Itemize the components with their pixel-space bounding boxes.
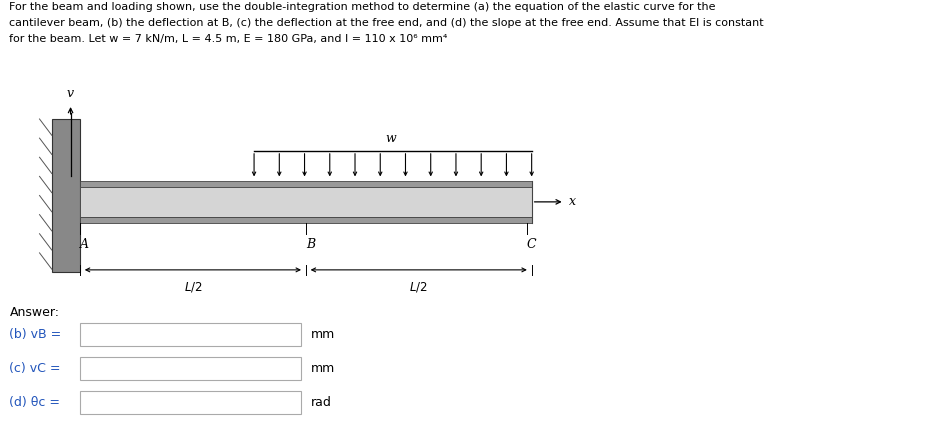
Bar — [80, 391, 301, 414]
Text: A: A — [80, 238, 89, 251]
Text: For the beam and loading shown, use the double-integration method to determine (: For the beam and loading shown, use the … — [9, 2, 716, 12]
Bar — [80, 357, 301, 380]
Text: (d) θc =: (d) θc = — [9, 396, 60, 409]
Bar — [80, 217, 532, 223]
Text: $L/2$: $L/2$ — [409, 280, 428, 295]
Text: Answer:: Answer: — [9, 306, 59, 319]
Bar — [80, 323, 301, 346]
Text: $L/2$: $L/2$ — [183, 280, 202, 295]
Bar — [52, 119, 80, 272]
Bar — [80, 181, 532, 187]
Text: cantilever beam, (b) the deflection at B, (c) the deflection at the free end, an: cantilever beam, (b) the deflection at B… — [9, 18, 764, 28]
Text: rad: rad — [311, 396, 331, 409]
Text: v: v — [67, 87, 74, 100]
Text: mm: mm — [311, 328, 335, 341]
Text: for the beam. Let w = 7 kN/m, L = 4.5 m, E = 180 GPa, and I = 110 x 10⁶ mm⁴: for the beam. Let w = 7 kN/m, L = 4.5 m,… — [9, 34, 448, 45]
Bar — [80, 187, 532, 217]
Text: (b) vB =: (b) vB = — [9, 328, 62, 341]
Text: B: B — [306, 238, 315, 251]
Text: mm: mm — [311, 362, 335, 375]
Text: w: w — [385, 131, 396, 144]
Text: C: C — [527, 238, 536, 251]
Text: x: x — [569, 196, 576, 208]
Text: (c) vC =: (c) vC = — [9, 362, 61, 375]
